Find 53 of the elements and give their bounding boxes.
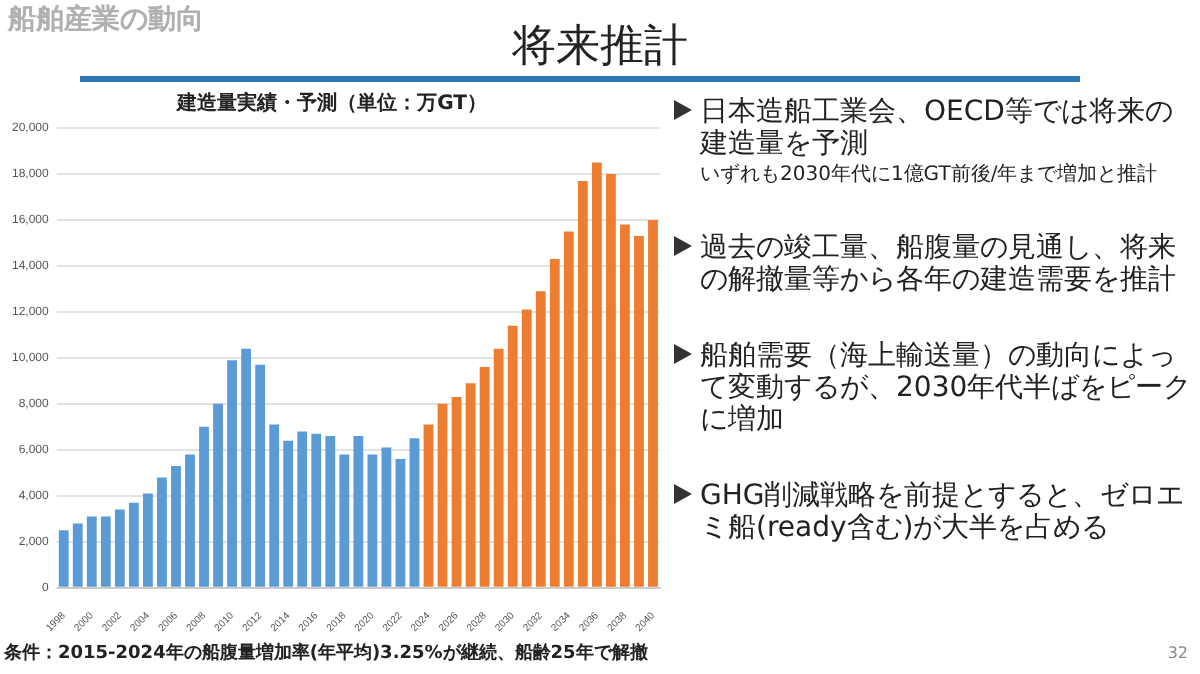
bar bbox=[255, 364, 266, 587]
bar bbox=[479, 367, 490, 587]
bar bbox=[171, 465, 181, 587]
bar bbox=[507, 325, 518, 587]
bar bbox=[535, 291, 546, 587]
bar bbox=[142, 493, 153, 587]
bar bbox=[465, 383, 476, 587]
bar bbox=[493, 348, 504, 587]
bar bbox=[339, 454, 350, 587]
bar bbox=[157, 477, 167, 587]
text: 将来推計 bbox=[510, 20, 690, 76]
bar bbox=[297, 431, 308, 587]
bar bbox=[114, 509, 125, 587]
bar bbox=[185, 454, 195, 587]
bar bbox=[409, 438, 420, 587]
bar bbox=[241, 348, 252, 587]
bar bbox=[325, 436, 336, 587]
bar bbox=[269, 424, 280, 587]
bar bbox=[395, 459, 406, 587]
bar bbox=[227, 360, 237, 587]
bar bbox=[648, 219, 658, 587]
bar bbox=[213, 403, 223, 587]
bar bbox=[100, 516, 111, 587]
bar bbox=[451, 396, 462, 587]
chart-title: 建造量実績・予測（単位：万GT） bbox=[175, 91, 487, 116]
text: いずれも2030年代に1億GT前後/年まで増加と推計 bbox=[700, 164, 1160, 188]
bar bbox=[381, 447, 392, 587]
bar bbox=[549, 259, 560, 587]
text: 船舶産業の動向 bbox=[8, 2, 204, 38]
text: 32 bbox=[1167, 644, 1188, 662]
text: 船舶需要（海上輸送量）の動向によって変動するが、2030年代半ばをピークに増加 bbox=[700, 340, 1192, 436]
text: 条件：2015-2024年の船腹量増加率(年平均)3.25%が継続、船齢25年で解撤 bbox=[4, 640, 648, 666]
bar bbox=[199, 426, 209, 587]
text: GHG削減戦略を前提とすると、ゼロエミ船(ready含む)が大半を占める bbox=[700, 480, 1185, 544]
bar bbox=[86, 516, 97, 587]
bar bbox=[605, 173, 616, 587]
bar bbox=[283, 440, 294, 587]
bar bbox=[521, 309, 532, 587]
bar bbox=[367, 454, 378, 587]
text: 過去の竣工量、船腹量の見通し、将来の解撤量等から各年の建造需要を推計 bbox=[700, 232, 1176, 296]
bar bbox=[591, 162, 602, 587]
bar bbox=[437, 403, 448, 587]
bar bbox=[634, 236, 644, 587]
bar bbox=[128, 502, 139, 587]
bar bbox=[620, 224, 630, 587]
bar bbox=[311, 433, 322, 587]
bar bbox=[353, 436, 364, 587]
bar bbox=[58, 530, 69, 587]
bar bbox=[563, 231, 574, 587]
bar bbox=[72, 523, 83, 587]
bar bbox=[577, 180, 588, 587]
text: 日本造船工業会、OECD等では将来の建造量を予測 bbox=[700, 96, 1173, 160]
bar bbox=[423, 424, 434, 587]
